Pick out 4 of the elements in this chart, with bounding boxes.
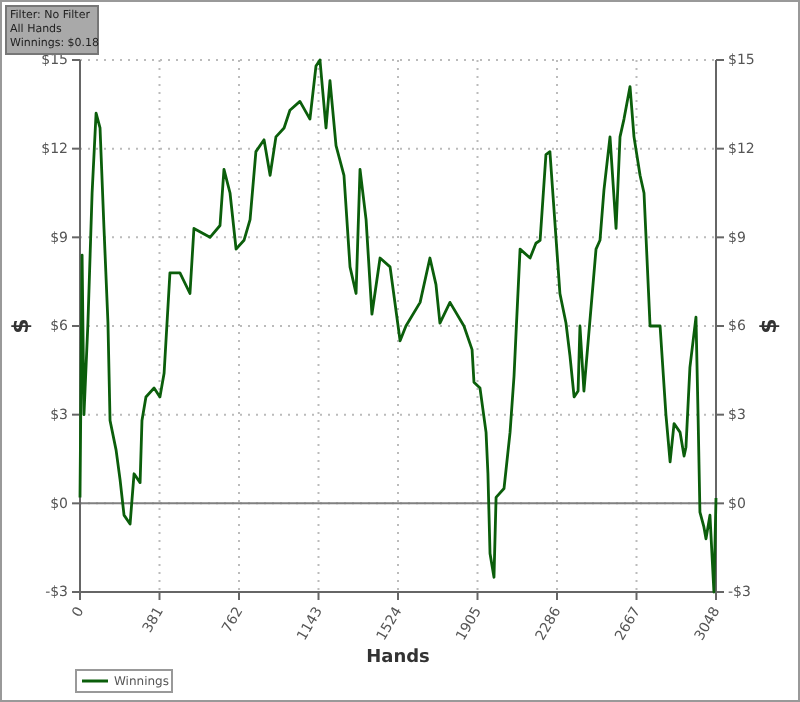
line-series xyxy=(78,58,718,594)
x-axis-title: Hands xyxy=(366,648,430,668)
y-axis-title: $ xyxy=(8,318,34,334)
y2-axis-title: $ xyxy=(756,318,782,334)
